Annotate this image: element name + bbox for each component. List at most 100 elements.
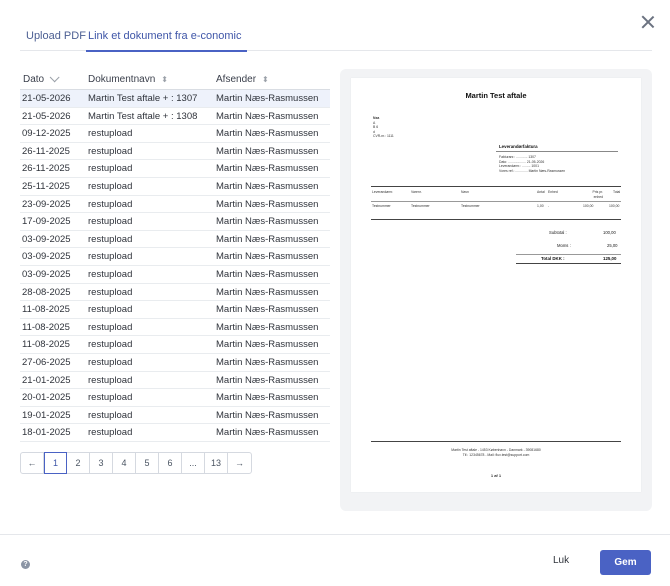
row-sender: Martin Næs-Rasmussen (216, 356, 319, 368)
preview-col-header: Pris pr. enhed (592, 190, 603, 199)
row-document-name: restupload (88, 128, 133, 140)
table-row[interactable]: 28-08-2025 restupload Martin Næs-Rasmussen (20, 284, 330, 302)
row-date: 25-11-2025 (22, 180, 70, 192)
row-date: 11-08-2025 (22, 304, 70, 316)
tab-upload-pdf[interactable]: Upload PDF (26, 30, 86, 42)
table-row[interactable]: 17-09-2025 restupload Martin Næs-Rasmussen (20, 213, 330, 231)
table-row[interactable]: 20-01-2025 restupload Martin Næs-Rasmussen (20, 389, 330, 407)
table-row[interactable]: 18-01-2025 restupload Martin Næs-Rasmussen (20, 424, 330, 442)
row-sender: Martin Næs-Rasmussen (216, 180, 319, 192)
page-button[interactable]: 1 (44, 452, 67, 474)
row-date: 18-01-2025 (22, 427, 71, 439)
close-button[interactable]: Luk (553, 555, 570, 566)
page-button[interactable]: 6 (159, 453, 182, 473)
tab-link-economic[interactable]: Link et dokument fra e-conomic (85, 30, 248, 52)
table-row[interactable]: 26-11-2025 restupload Martin Næs-Rasmussen (20, 160, 330, 178)
preview-recipient-name: Nxa (373, 116, 380, 120)
row-date: 26-11-2025 (22, 145, 70, 157)
preview-footer-line: Tlf.: 12345678 - Mail: flux.test@support… (462, 452, 530, 457)
tab-bar: Upload PDF Link et dokument fra e-conomi… (20, 24, 652, 52)
preview-line-cell: Testnummer (372, 204, 391, 208)
table-row[interactable]: 19-01-2025 restupload Martin Næs-Rasmussen (20, 407, 330, 425)
preview-footer-line: Martin Test aftale - 1453 København - Da… (451, 448, 541, 452)
table-row[interactable]: 27-06-2025 restupload Martin Næs-Rasmussen (20, 354, 330, 372)
row-date: 09-12-2025 (22, 128, 71, 140)
row-sender: Martin Næs-Rasmussen (216, 286, 319, 298)
preview-line-cell: 100,00 (609, 204, 620, 208)
table-row[interactable]: 25-11-2025 restupload Martin Næs-Rasmussen (20, 178, 330, 196)
row-sender: Martin Næs-Rasmussen (216, 93, 319, 104)
column-header-document-name[interactable]: Dokumentnavn ⬍ (88, 74, 168, 85)
row-document-name: restupload (88, 321, 133, 333)
preview-recipient-cvr: CVR-nr.: 1111 (373, 134, 394, 139)
row-sender: Martin Næs-Rasmussen (216, 409, 319, 421)
preview-subtotal-label: Subtotal : (549, 230, 567, 235)
row-document-name: restupload (88, 180, 133, 192)
document-table: 21-05-2026 Martin Test aftale + : 1307 Mar… (20, 90, 330, 442)
table-row[interactable]: 21-05-2026 Martin Test aftale + : 1308 Mar… (20, 108, 330, 126)
sort-icon: ⬍ (262, 74, 269, 84)
row-date: 11-08-2025 (22, 339, 70, 351)
table-row[interactable]: 09-12-2025 restupload Martin Næs-Rasmussen (20, 125, 330, 143)
preview-page: Martin Test aftale Nxa A B 6 d CVR-nr.: … (351, 78, 641, 492)
table-row[interactable]: 03-09-2025 restupload Martin Næs-Rasmussen (20, 248, 330, 266)
preview-vat-label: Moms : (557, 243, 571, 248)
row-date: 27-06-2025 (22, 356, 71, 368)
table-row[interactable]: 21-05-2026 Martin Test aftale + : 1307 Mar… (20, 90, 330, 108)
column-header-sender[interactable]: Afsender ⬍ (216, 74, 269, 85)
row-document-name: restupload (88, 216, 133, 228)
table-row[interactable]: 03-09-2025 restupload Martin Næs-Rasmussen (20, 266, 330, 284)
preview-recipient-line: d (373, 129, 375, 134)
row-sender: Martin Næs-Rasmussen (216, 216, 319, 228)
row-document-name: restupload (88, 427, 133, 439)
row-sender: Martin Næs-Rasmussen (216, 198, 319, 210)
preview-meta-line: Dato: ................... 21-05-2026 (499, 159, 545, 164)
save-button[interactable]: Gem (600, 550, 651, 575)
table-row[interactable]: 11-08-2025 restupload Martin Næs-Rasmussen (20, 301, 330, 319)
row-document-name: restupload (88, 233, 133, 245)
dialog-footer: ? Luk Gem (0, 534, 670, 586)
next-page-button[interactable]: → (235, 458, 244, 468)
preview-line-cell: Testnummer (461, 204, 480, 208)
row-date: 17-09-2025 (22, 216, 71, 228)
row-document-name: restupload (88, 198, 133, 210)
page-button[interactable]: 3 (90, 453, 113, 473)
row-date: 21-05-2026 (22, 110, 71, 122)
page-button[interactable]: 4 (113, 453, 136, 473)
preview-line-cell: - (548, 204, 550, 208)
page-button[interactable]: ... (182, 453, 205, 473)
preview-page-number: 1 af 1 (490, 473, 502, 478)
preview-line-cell: 1,00 (537, 204, 544, 208)
row-document-name: restupload (88, 339, 133, 351)
preview-line-cell: 100,00 (583, 204, 594, 208)
help-icon[interactable]: ? (21, 560, 30, 569)
page-button[interactable]: 2 (67, 453, 90, 473)
prev-page-button[interactable]: ← (21, 453, 44, 473)
row-document-name: restupload (88, 392, 133, 404)
chevron-down-icon (49, 72, 60, 83)
column-header-date[interactable]: Dato (23, 72, 60, 85)
preview-meta-line: Leverandørnr.: ......... 1001 (499, 164, 539, 169)
row-sender: Martin Næs-Rasmussen (216, 268, 319, 280)
preview-col-header: Enhed (548, 190, 558, 194)
table-row[interactable]: 23-09-2025 restupload Martin Næs-Rasmussen (20, 196, 330, 214)
row-document-name: restupload (88, 163, 133, 175)
row-date: 03-09-2025 (22, 268, 71, 280)
row-sender: Martin Næs-Rasmussen (216, 251, 319, 263)
row-sender: Martin Næs-Rasmussen (216, 145, 319, 157)
table-header: Dato Dokumentnavn ⬍ Afsender ⬍ (20, 70, 330, 90)
table-row[interactable]: 11-08-2025 restupload Martin Næs-Rasmussen (20, 319, 330, 337)
row-date: 21-05-2026 (22, 93, 71, 104)
table-row[interactable]: 21-01-2025 restupload Martin Næs-Rasmussen (20, 372, 330, 390)
table-row[interactable]: 26-11-2025 restupload Martin Næs-Rasmussen (20, 143, 330, 161)
row-date: 20-01-2025 (22, 392, 71, 404)
table-row[interactable]: 03-09-2025 restupload Martin Næs-Rasmussen (20, 231, 330, 249)
table-row[interactable]: 11-08-2025 restupload Martin Næs-Rasmussen (20, 336, 330, 354)
preview-recipient-line: A (373, 120, 376, 125)
row-document-name: restupload (88, 409, 133, 421)
row-date: 23-09-2025 (22, 198, 71, 210)
page-button[interactable]: 5 (136, 453, 159, 473)
page-button[interactable]: 13 (205, 453, 228, 473)
row-document-name: restupload (88, 251, 133, 263)
preview-col-header: Total (613, 190, 621, 194)
